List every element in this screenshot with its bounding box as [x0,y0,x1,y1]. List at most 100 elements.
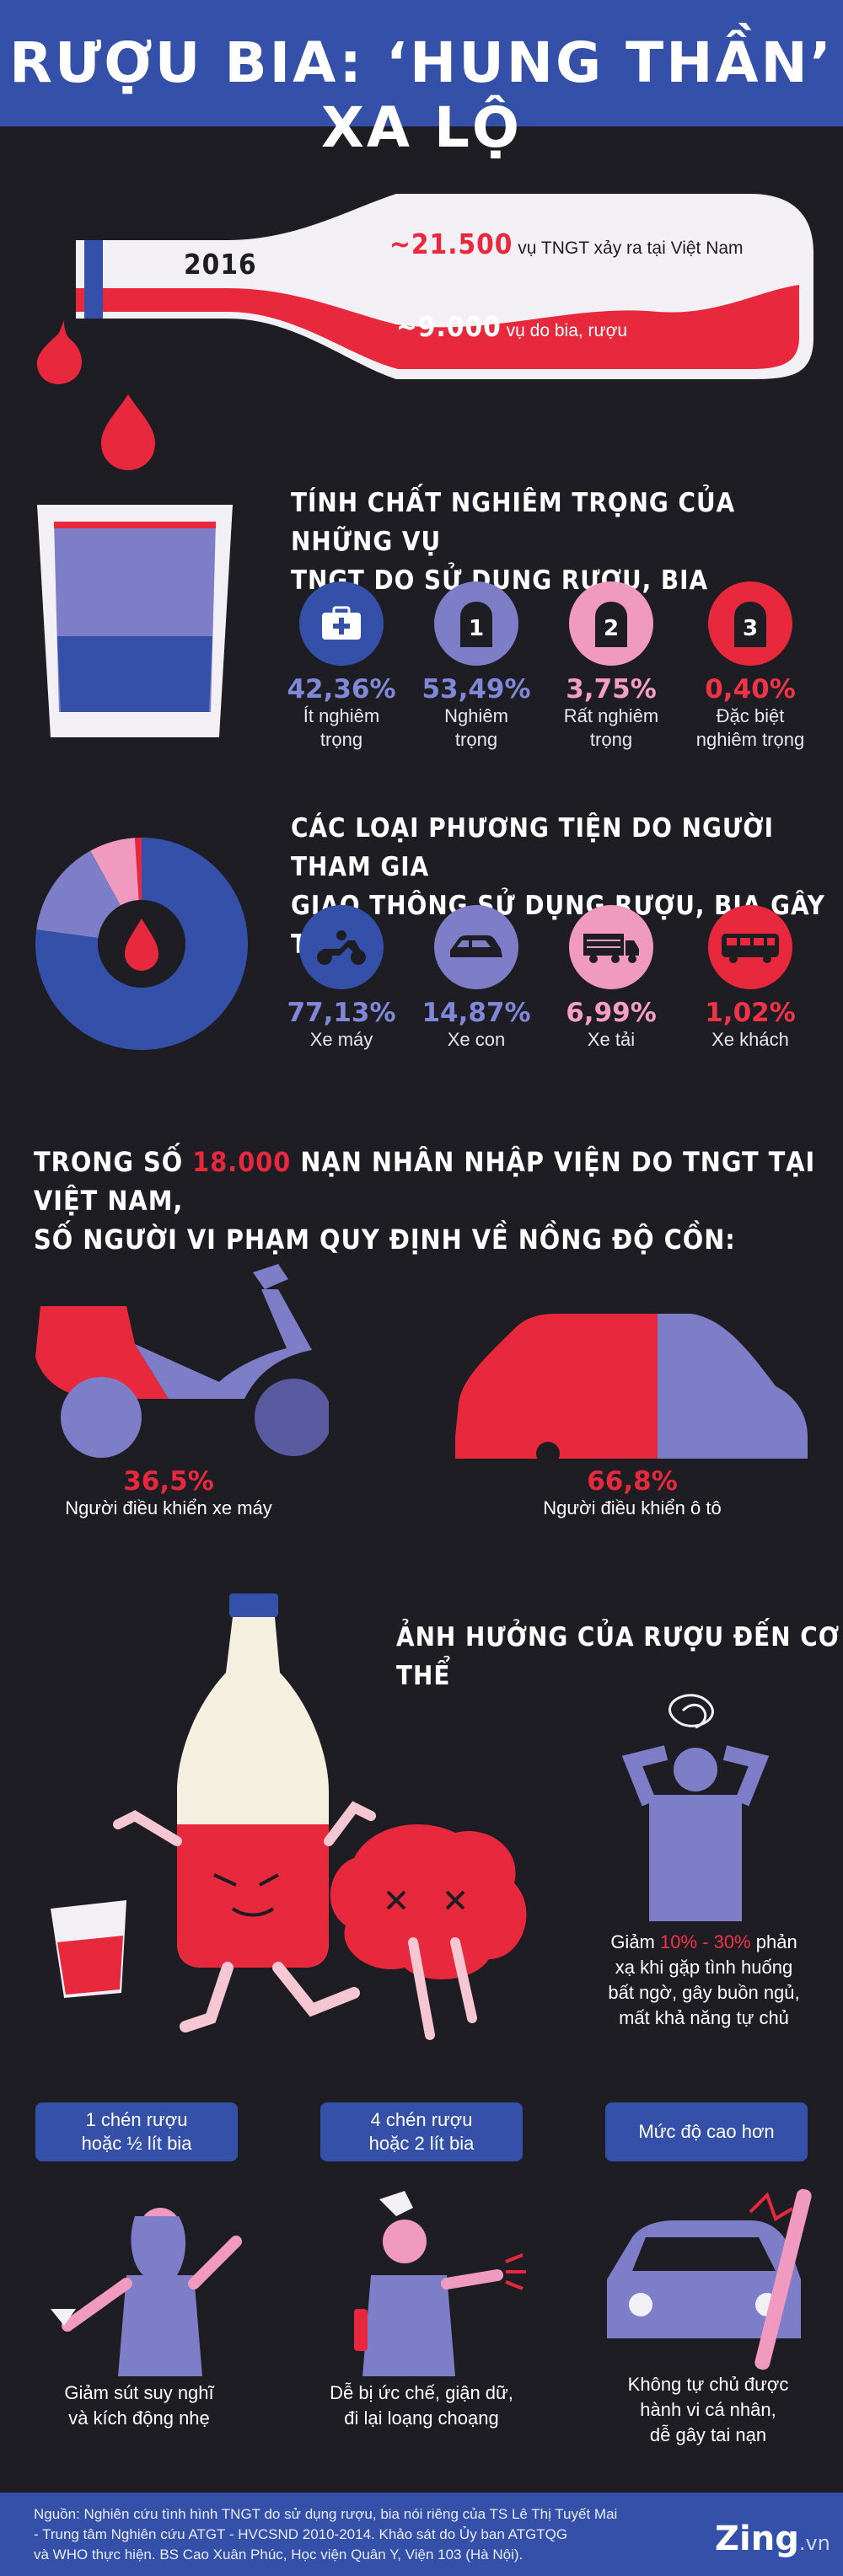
severity-item: 1 53,49% Nghiêm trọng [413,581,540,752]
angry-man-illustration [354,2191,526,2376]
level-pill: 1 chén rượu hoặc ½ lít bia [35,2102,238,2161]
victims-title-line1: TRONG SỐ 18.000 NẠN NHÂN NHẬP VIỆN DO TN… [34,1143,843,1220]
level-caption-line: Giảm sút suy nghĩ [64,2382,214,2403]
donut-slice [35,838,248,1050]
severity-title-line1: TÍNH CHẤT NGHIÊM TRỌNG CỦA NHỮNG VỤ [291,488,736,557]
victims-title: TRONG SỐ 18.000 NẠN NHÂN NHẬP VIỆN DO TN… [34,1143,843,1259]
vehicles-title-line1: CÁC LOẠI PHƯƠNG TIỆN DO NGƯỜI THAM GIA [291,813,774,882]
tombstone-marker: 3 [743,616,758,641]
footer-source-line: và WHO thực hiện. BS Cao Xuân Phúc, Học … [34,2547,524,2563]
level-caption-line: Không tự chủ được [627,2374,789,2395]
victims-title-part: NẠN NHÂN NHẬP VIỆN DO TNGT TẠI VIỆT NAM, [34,1146,816,1217]
vehicle-value: 77,13% [287,998,396,1028]
vehicle-item: 6,99% Xe tải [548,905,674,1052]
level-pill-line: 1 chén rượu [85,2109,188,2130]
car-label: Người điều khiển ô tô [543,1497,722,1518]
level-caption-line: dễ gây tai nạn [649,2424,767,2445]
zing-logo-brand: Zing [715,2520,799,2558]
tombstone-3-icon: 3 [708,581,792,666]
level-caption-line: Dễ bị ức chế, giận dữ, [330,2382,513,2403]
severity-item: 2 3,75% Rất nghiêm trọng [548,581,674,752]
donut-slice [36,850,121,939]
level-pill-line: hoặc 2 lít bia [368,2133,475,2154]
tombstone-1-icon: 1 [434,581,518,666]
crashed-car-illustration [607,2188,812,2370]
zing-logo-suffix: .vn [798,2531,830,2555]
level-caption-line: và kích động nhẹ [68,2407,210,2429]
bottle-character-illustration [51,1593,527,2040]
footer-source: Nguồn: Nghiên cứu tình hình TNGT do sử d… [34,2504,691,2565]
stat-alcohol-value: ~9.000 [396,310,502,343]
header-banner [0,0,843,126]
vehicle-stats: 77,13% Xe máy 14,87% Xe con 6,99% Xe tải… [278,905,818,1057]
reflex-part: Giảm [610,1931,660,1952]
severity-item: 42,36% Ít nghiêm trọng [278,581,405,752]
tombstone-marker: 2 [604,616,619,641]
vehicle-donut-chart [35,838,248,1050]
severity-value: 42,36% [287,674,396,704]
woman-drinking-illustration [51,2208,242,2376]
level-pill-line: hoặc ½ lít bia [81,2133,192,2154]
severity-label: Ít nghiêm [303,705,380,726]
car-value: 66,8% [587,1466,678,1497]
level-caption: Giảm sút suy nghĩ và kích động nhẹ [34,2381,244,2431]
level-pill: 4 chén rượu hoặc 2 lít bia [320,2102,523,2161]
motorbike-icon [299,905,384,989]
severity-value: 53,49% [422,674,531,704]
severity-label: trọng [319,729,363,750]
reflex-line3: bất ngờ, gây buồn ngủ, [608,1982,800,2003]
reflex-highlight: 10% - 30% [660,1931,751,1952]
level-caption: Dễ bị ức chế, giận dữ, đi lại loạng choạ… [312,2381,531,2431]
level-pill-line: Mức độ cao hơn [638,2121,775,2142]
confused-person-illustration [621,1694,770,1921]
year-label: 2016 [184,248,257,281]
effects-title: ẢNH HƯỞNG CỦA RƯỢU ĐẾN CƠ THỂ [396,1622,840,1691]
stat-accidents-value: ~21.500 [389,228,513,260]
vehicle-item: 77,13% Xe máy [278,905,405,1052]
donut-slice [134,838,142,901]
scooter-illustration [35,1264,329,1458]
car-icon [434,905,518,989]
reflex-line1: Giảm 10% - 30% phản [590,1930,818,1955]
reflex-part: phản [750,1931,797,1952]
vehicle-label: Xe tải [587,1029,636,1050]
severity-label: Đặc biệt [716,705,785,726]
severity-label: nghiêm trọng [695,729,805,750]
vehicle-label: Xe máy [309,1029,373,1050]
victims-total-highlight: 18.000 [192,1146,292,1178]
victims-title-line2: SỐ NGƯỜI VI PHẠM QUY ĐỊNH VỀ NỒNG ĐỘ CỒN… [34,1224,736,1256]
severity-item: 3 0,40% Đặc biệt nghiêm trọng [683,581,818,752]
truck-icon [569,905,653,989]
first-aid-kit-icon [299,581,384,666]
reflex-line4: mất khả năng tự chủ [619,2007,789,2028]
moto-label: Người điều khiển xe máy [65,1497,272,1518]
bus-icon [708,905,792,989]
severity-stats: 42,36% Ít nghiêm trọng 1 53,49% Nghiêm t… [278,581,818,750]
stat-alcohol-text: vụ do bia, rượu [506,321,628,340]
vehicle-label: Xe khách [711,1029,789,1050]
zing-logo[interactable]: Zing.vn [715,2520,830,2558]
vehicle-value: 14,87% [422,998,531,1028]
reflex-line2: xạ khi gặp tình huống [615,1957,793,1978]
blood-drop-icon [125,918,158,971]
severity-label: Nghiêm [444,705,508,726]
footer [0,2493,843,2576]
level-caption-line: đi lại loạng choạng [344,2407,499,2429]
glass-illustration [37,505,233,737]
donut-slice [90,838,139,906]
tombstone-marker: 1 [469,616,484,641]
victims-title-part: TRONG SỐ [34,1146,193,1178]
stat-accidents: ~21.500 vụ TNGT xảy ra tại Việt Nam [389,228,744,260]
level-caption-line: hành vi cá nhân, [640,2399,776,2420]
level-caption: Không tự chủ được hành vi cá nhân, dễ gâ… [599,2372,818,2448]
vehicle-item: 1,02% Xe khách [683,905,818,1052]
severity-label: trọng [454,729,498,750]
level-pill: Mức độ cao hơn [605,2102,808,2161]
vehicle-value: 1,02% [705,998,796,1028]
severity-label: Rất nghiêm [563,705,659,726]
vehicle-label: Xe con [447,1029,506,1050]
severity-label: trọng [589,729,633,750]
footer-source-line: - Trung tâm Nghiên cứu ATGT - HVCSND 201… [34,2526,568,2542]
vehicle-item: 14,87% Xe con [413,905,540,1052]
moto-stat: 36,5% Người điều khiển xe máy [34,1466,303,1520]
